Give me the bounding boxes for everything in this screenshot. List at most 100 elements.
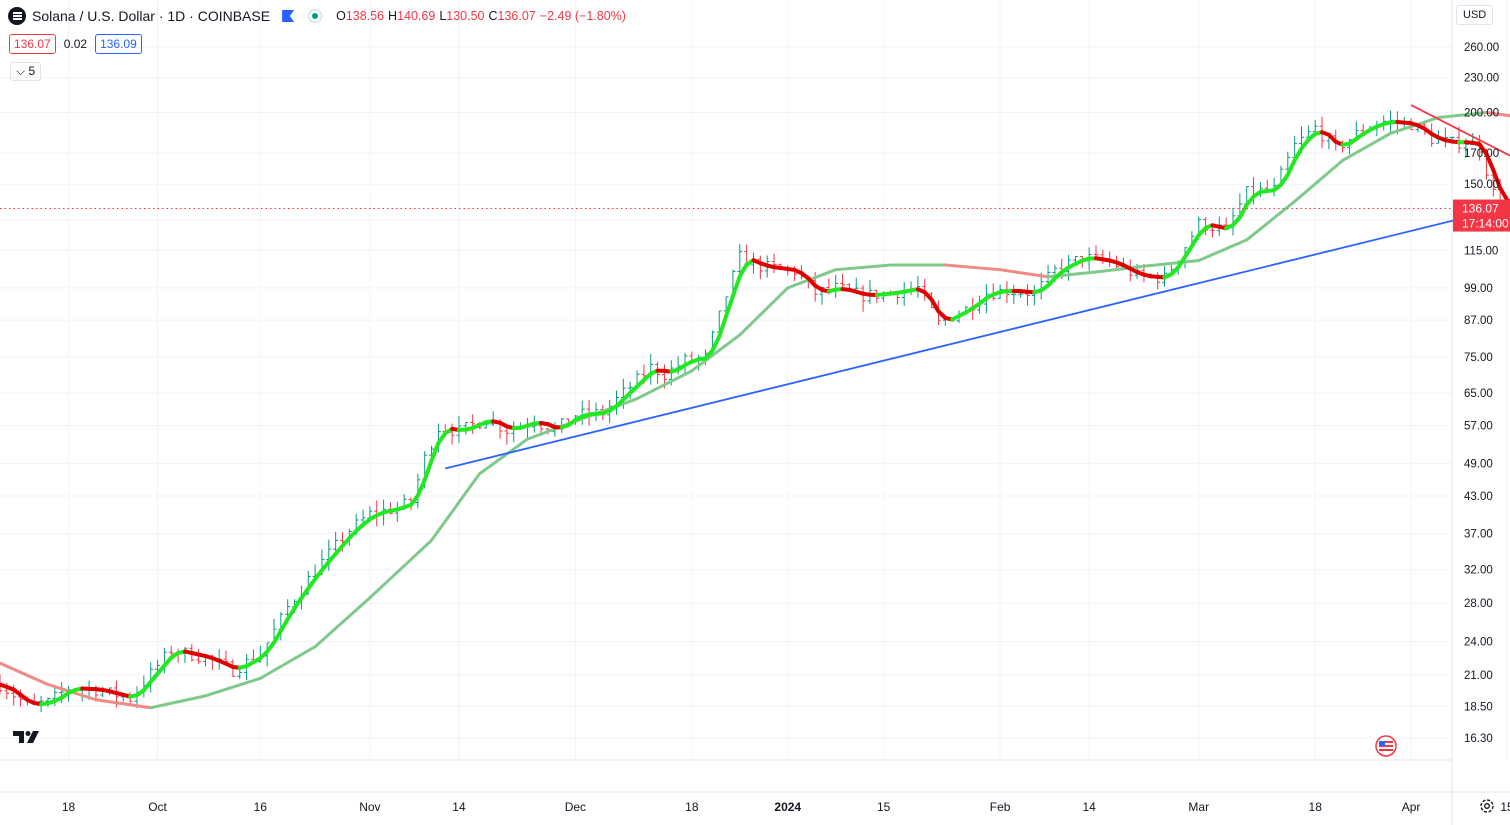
time-tick-label: 18 — [62, 800, 76, 814]
currency-label: USD — [1463, 9, 1487, 21]
time-tick-label: 2024 — [774, 800, 801, 814]
buy-price-button[interactable]: 136.09 — [95, 34, 142, 54]
slow-ma-segment — [1341, 131, 1393, 162]
ohlc-bar — [394, 501, 400, 522]
fast-ma-segment — [1278, 172, 1290, 187]
ohlc-bar — [1456, 126, 1462, 154]
ohlc-bar — [1100, 249, 1106, 265]
symbol-title[interactable]: Solana / U.S. Dollar · 1D · COINBASE — [32, 8, 271, 24]
ohlc-bar — [285, 599, 291, 618]
slow-ma-segment — [635, 369, 694, 401]
slow-ma-segment — [943, 263, 1002, 272]
slow-ma-segment — [94, 698, 153, 710]
ohlc-bar — [1045, 264, 1051, 285]
price-tick-label: 99.00 — [1464, 283, 1493, 295]
fast-ma-segment — [1292, 146, 1304, 163]
price-tick-label: 18.50 — [1464, 701, 1493, 713]
time-tick-label: 15 — [877, 800, 891, 814]
high-value: 140.69 — [397, 9, 436, 23]
market-open-dot-icon[interactable] — [308, 9, 323, 23]
us-flag-event-icon[interactable] — [1375, 735, 1397, 757]
slow-ma-segment — [1293, 158, 1345, 203]
fast-ma-segment — [429, 441, 441, 463]
tradingview-logo-icon[interactable] — [13, 729, 43, 745]
time-tick-label: Apr — [1402, 800, 1421, 814]
trendlines[interactable] — [445, 104, 1510, 470]
resistance-trendline — [1410, 104, 1510, 157]
price-tick-label: 87.00 — [1464, 315, 1493, 327]
fast-ma-segment — [1498, 186, 1509, 202]
fast-ma-segment — [1176, 254, 1188, 270]
price-tick-label: 16.30 — [1464, 733, 1493, 745]
fast-ma-segment — [292, 596, 304, 611]
price-tick-label: 170.00 — [1464, 148, 1499, 160]
price-tick-label: 28.00 — [1464, 598, 1493, 610]
slow-ma-segment — [834, 263, 892, 272]
ohlc-bar — [648, 353, 654, 385]
gear-icon[interactable] — [1478, 797, 1496, 815]
fast-ma-segment — [278, 617, 290, 633]
ohlc-bar — [737, 243, 743, 274]
ohlc-bar — [504, 425, 510, 445]
last-price-value: 136.07 — [1462, 202, 1499, 216]
price-tick-label: 37.00 — [1464, 528, 1493, 540]
ohlc-bar — [490, 411, 496, 427]
fast-moving-average — [0, 119, 1510, 707]
time-tick-label: Nov — [359, 800, 380, 814]
flag-icon[interactable] — [282, 10, 295, 22]
price-tick-label: 57.00 — [1464, 421, 1493, 433]
slow-ma-segment — [1437, 110, 1488, 120]
ohlc-bar — [579, 400, 585, 425]
support-trendline — [445, 205, 1510, 470]
price-tick-label: 75.00 — [1464, 352, 1493, 364]
price-axis[interactable]: 16.30 18.50 21.00 24.00 28.00 32.00 37.00 43.00… — [1464, 42, 1499, 745]
low-label: L — [439, 9, 447, 23]
high-label: H — [388, 9, 398, 23]
slow-ma-segment — [149, 694, 207, 710]
price-tick-label: 200.00 — [1464, 107, 1499, 119]
ohlc-values: O138.56 H140.69 L130.50 C136.07 −2.49 (−1.80… — [336, 9, 630, 23]
ohlc-bar — [771, 253, 777, 274]
ohlc-bar — [1223, 217, 1229, 227]
slow-ma-segment — [1245, 199, 1297, 242]
currency-selector[interactable]: USD — [1456, 5, 1494, 25]
low-value: 130.50 — [446, 9, 485, 23]
price-tick-label: 150.00 — [1464, 179, 1499, 191]
slow-ma-segment — [258, 645, 317, 680]
indicators-toggle-button[interactable]: ⌵ 5 — [10, 62, 42, 81]
sell-price-button[interactable]: 136.07 — [9, 34, 56, 54]
ohlc-bar — [511, 421, 517, 443]
chevron-down-icon: ⌵ — [16, 64, 26, 78]
fast-ma-segment — [717, 314, 729, 339]
fast-ma-segment — [730, 274, 742, 299]
fast-ma-segment — [1237, 203, 1249, 220]
chart-header: Solana / U.S. Dollar · 1D · COINBASE O13… — [8, 6, 630, 26]
time-axis[interactable]: 18 Oct 16 Nov 14 Dec 18 2024 15 Feb 14 Mar 18 Apr 15 — [62, 800, 1510, 814]
slow-ma-segment — [786, 268, 838, 290]
fast-ma-segment — [737, 262, 749, 279]
ohlc-bar — [867, 279, 873, 305]
ohlc-bar — [860, 285, 866, 312]
price-tick-label: 49.00 — [1464, 458, 1493, 470]
fast-ma-segment — [1491, 167, 1503, 191]
slow-ma-segment — [738, 286, 790, 337]
ohlc-bar — [333, 531, 339, 554]
close-value: 136.07 — [497, 9, 536, 23]
time-tick-label: 15 — [1500, 800, 1510, 814]
fast-ma-segment — [724, 294, 735, 319]
fast-ma-segment — [710, 334, 722, 353]
slow-ma-segment — [368, 538, 434, 600]
time-tick-label: Oct — [148, 800, 167, 814]
countdown-value: 17:14:00 — [1462, 217, 1509, 231]
time-tick-label: 14 — [452, 800, 466, 814]
slow-ma-segment — [1484, 110, 1510, 118]
time-tick-label: Feb — [990, 800, 1011, 814]
slow-moving-average — [0, 110, 1510, 710]
ohlc-bar — [0, 674, 3, 695]
ohlc-bars — [0, 110, 1510, 713]
slow-ma-segment — [1094, 264, 1146, 274]
chart-grid — [0, 0, 1508, 760]
price-tick-label: 21.00 — [1464, 670, 1493, 682]
